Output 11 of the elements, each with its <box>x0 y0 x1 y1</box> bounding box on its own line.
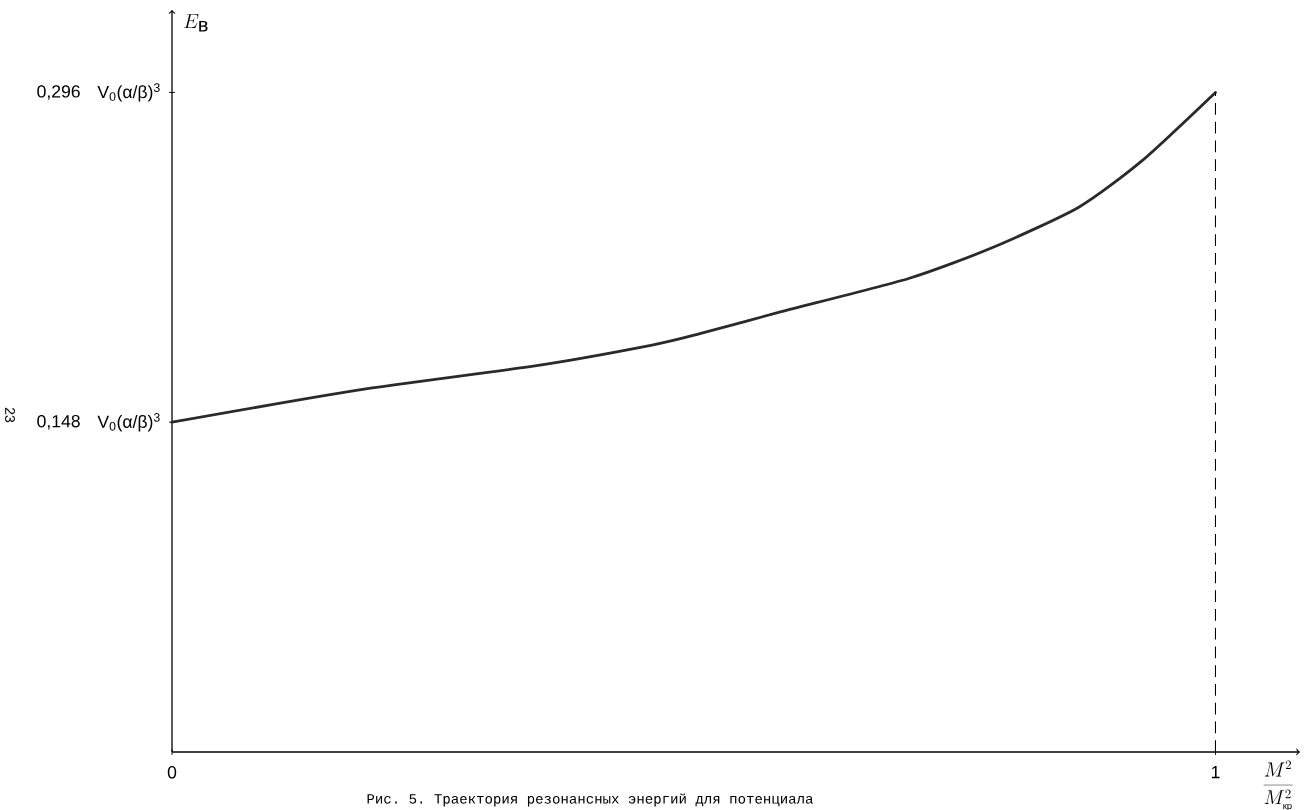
line-series <box>170 91 1217 424</box>
text: Рис. 5. Траектория резонансных энергий для потенциала <box>367 793 814 807</box>
x-tick-label: 1 <box>1211 766 1220 779</box>
y-axis-title: $E_{\mbox{в}}$ <box>184 14 208 32</box>
text: V$_{0}$(α/β)$^{3}$ <box>97 83 160 102</box>
x-tick-label: 0 <box>167 766 177 779</box>
y-tick-label: 0,148 <box>37 414 80 430</box>
text: V$_{0}$(α/β)$^{3}$ <box>97 413 160 432</box>
text: 23 <box>5 407 15 423</box>
y-tick-label: 0,296 <box>37 85 80 100</box>
x-axis-title: $\frac{M^2}{M^2_{\mbox{\footnotesize кр}}}$ <box>1263 760 1293 810</box>
